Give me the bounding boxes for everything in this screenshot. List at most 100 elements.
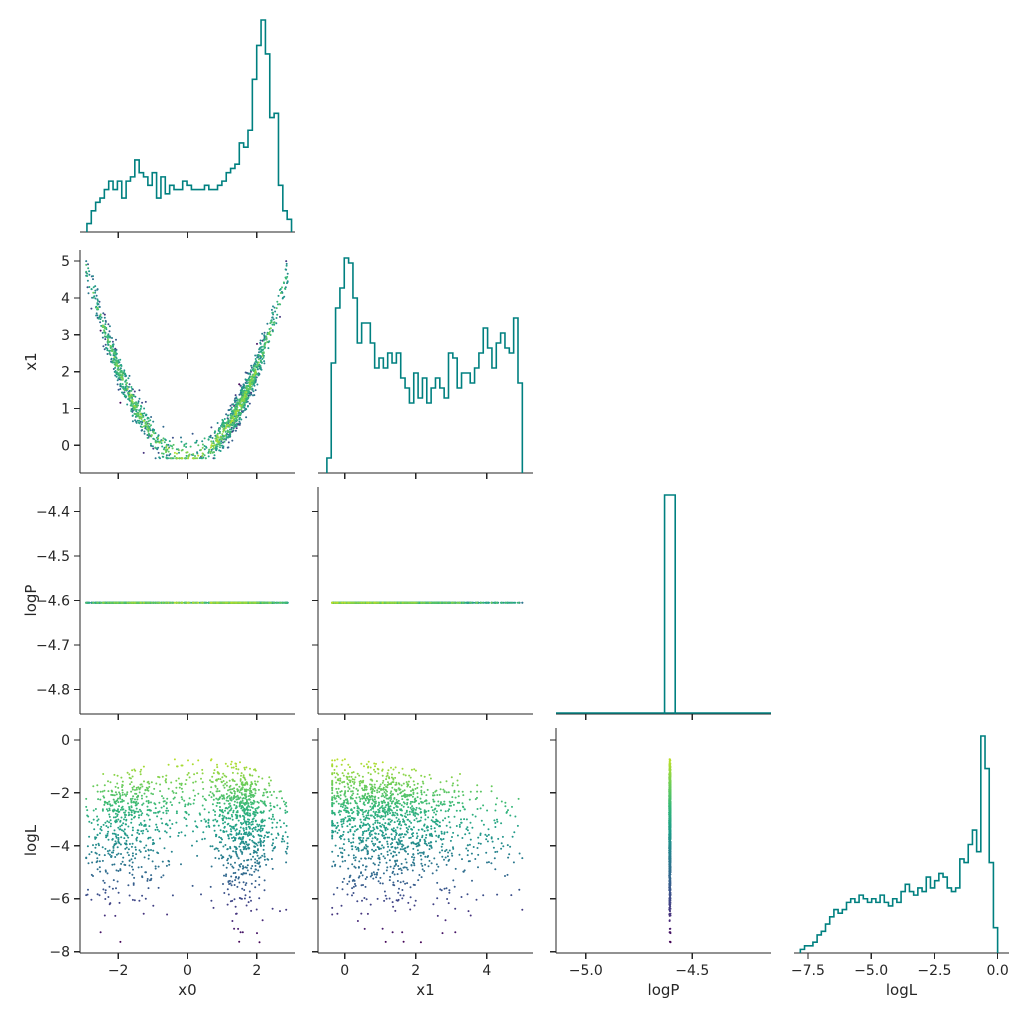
scatter-point — [354, 601, 357, 604]
scatter-point — [198, 457, 201, 460]
scatter-point — [120, 862, 123, 865]
scatter-point — [141, 875, 144, 878]
scatter-point — [248, 394, 251, 397]
scatter-point — [103, 327, 106, 330]
scatter-point — [413, 601, 416, 604]
scatter-point — [147, 857, 150, 860]
scatter-point — [100, 316, 103, 319]
scatter-point — [145, 413, 148, 416]
scatter-point — [253, 849, 255, 852]
scatter-point — [242, 410, 245, 412]
scatter-point — [210, 426, 213, 429]
scatter-point — [133, 601, 136, 604]
scatter-point — [263, 347, 266, 350]
scatter-point — [229, 416, 232, 419]
scatter-point — [230, 428, 233, 431]
scatter-point — [101, 336, 104, 339]
scatter-point — [231, 439, 234, 442]
scatter-point — [101, 331, 104, 334]
scatter-point — [116, 880, 119, 883]
scatter-point — [115, 887, 117, 890]
scatter-point — [209, 450, 211, 453]
scatter-point — [157, 886, 160, 889]
scatter-point — [140, 413, 143, 416]
scatter-point — [459, 601, 461, 604]
scatter-point — [119, 358, 122, 361]
scatter-point — [261, 854, 264, 857]
scatter-point — [145, 844, 148, 847]
scatter-point — [226, 424, 229, 427]
scatter-point — [239, 416, 241, 419]
scatter-point — [215, 447, 218, 450]
scatter-point — [104, 891, 107, 894]
scatter-point — [152, 428, 154, 431]
scatter-point — [150, 849, 152, 851]
scatter-point — [258, 367, 261, 370]
scatter-point — [259, 359, 262, 362]
scatter-point — [285, 260, 288, 263]
scatter-point — [126, 382, 128, 384]
scatter-point — [235, 416, 238, 419]
scatter-point — [134, 846, 137, 849]
scatter-point — [96, 893, 99, 896]
scatter-point — [248, 372, 251, 375]
scatter-point — [171, 894, 174, 897]
scatter-point — [432, 601, 435, 604]
scatter-point — [119, 388, 122, 390]
scatter-point — [260, 368, 263, 371]
scatter-point — [228, 431, 231, 434]
scatter-point — [96, 860, 99, 863]
scatter-point — [227, 430, 229, 433]
scatter-point — [231, 880, 234, 883]
scatter-point — [221, 423, 224, 426]
scatter-point — [171, 436, 174, 439]
scatter-point — [183, 445, 186, 447]
scatter-point — [142, 912, 145, 915]
scatter-point — [486, 601, 489, 604]
scatter-point — [119, 382, 122, 385]
scatter-point — [225, 437, 228, 440]
scatter-point — [245, 872, 248, 875]
scatter-point — [103, 854, 106, 857]
scatter-point — [213, 444, 216, 447]
y-axis-label: logP — [22, 585, 40, 617]
scatter-point — [163, 441, 166, 444]
scatter-point — [420, 601, 423, 604]
scatter-point — [239, 422, 242, 425]
scatter-point — [90, 307, 93, 310]
scatter-point — [197, 444, 200, 447]
scatter-point — [140, 601, 143, 604]
scatter-point — [211, 437, 214, 439]
scatter-point — [231, 865, 234, 868]
scatter-point — [240, 388, 243, 391]
scatter-point — [233, 898, 236, 901]
scatter-point — [120, 601, 123, 604]
scatter-point — [200, 893, 202, 896]
scatter-point — [102, 879, 105, 882]
scatter-point — [106, 353, 109, 355]
scatter-point — [245, 847, 248, 850]
scatter-point — [496, 601, 498, 604]
scatter-point — [258, 941, 261, 944]
scatter-point — [131, 601, 134, 604]
scatter-point — [99, 313, 102, 316]
axes-x0-x0 — [80, 231, 295, 238]
scatter-point — [276, 313, 279, 316]
scatter-point — [237, 868, 240, 871]
scatter-point — [253, 381, 256, 384]
scatter-point — [191, 601, 194, 604]
y-tick-label: 3 — [61, 328, 70, 344]
scatter-point — [261, 345, 263, 348]
scatter-point — [110, 349, 113, 352]
scatter-point — [243, 396, 246, 399]
scatter-point — [263, 362, 266, 365]
scatter-point — [246, 864, 249, 867]
scatter-point — [271, 867, 274, 870]
scatter-point — [237, 422, 240, 425]
scatter-point — [86, 272, 89, 275]
scatter-point — [167, 859, 170, 862]
scatter-point — [221, 425, 224, 428]
scatter-point — [94, 291, 97, 294]
scatter-point — [99, 329, 102, 332]
scatter-point — [103, 335, 106, 338]
